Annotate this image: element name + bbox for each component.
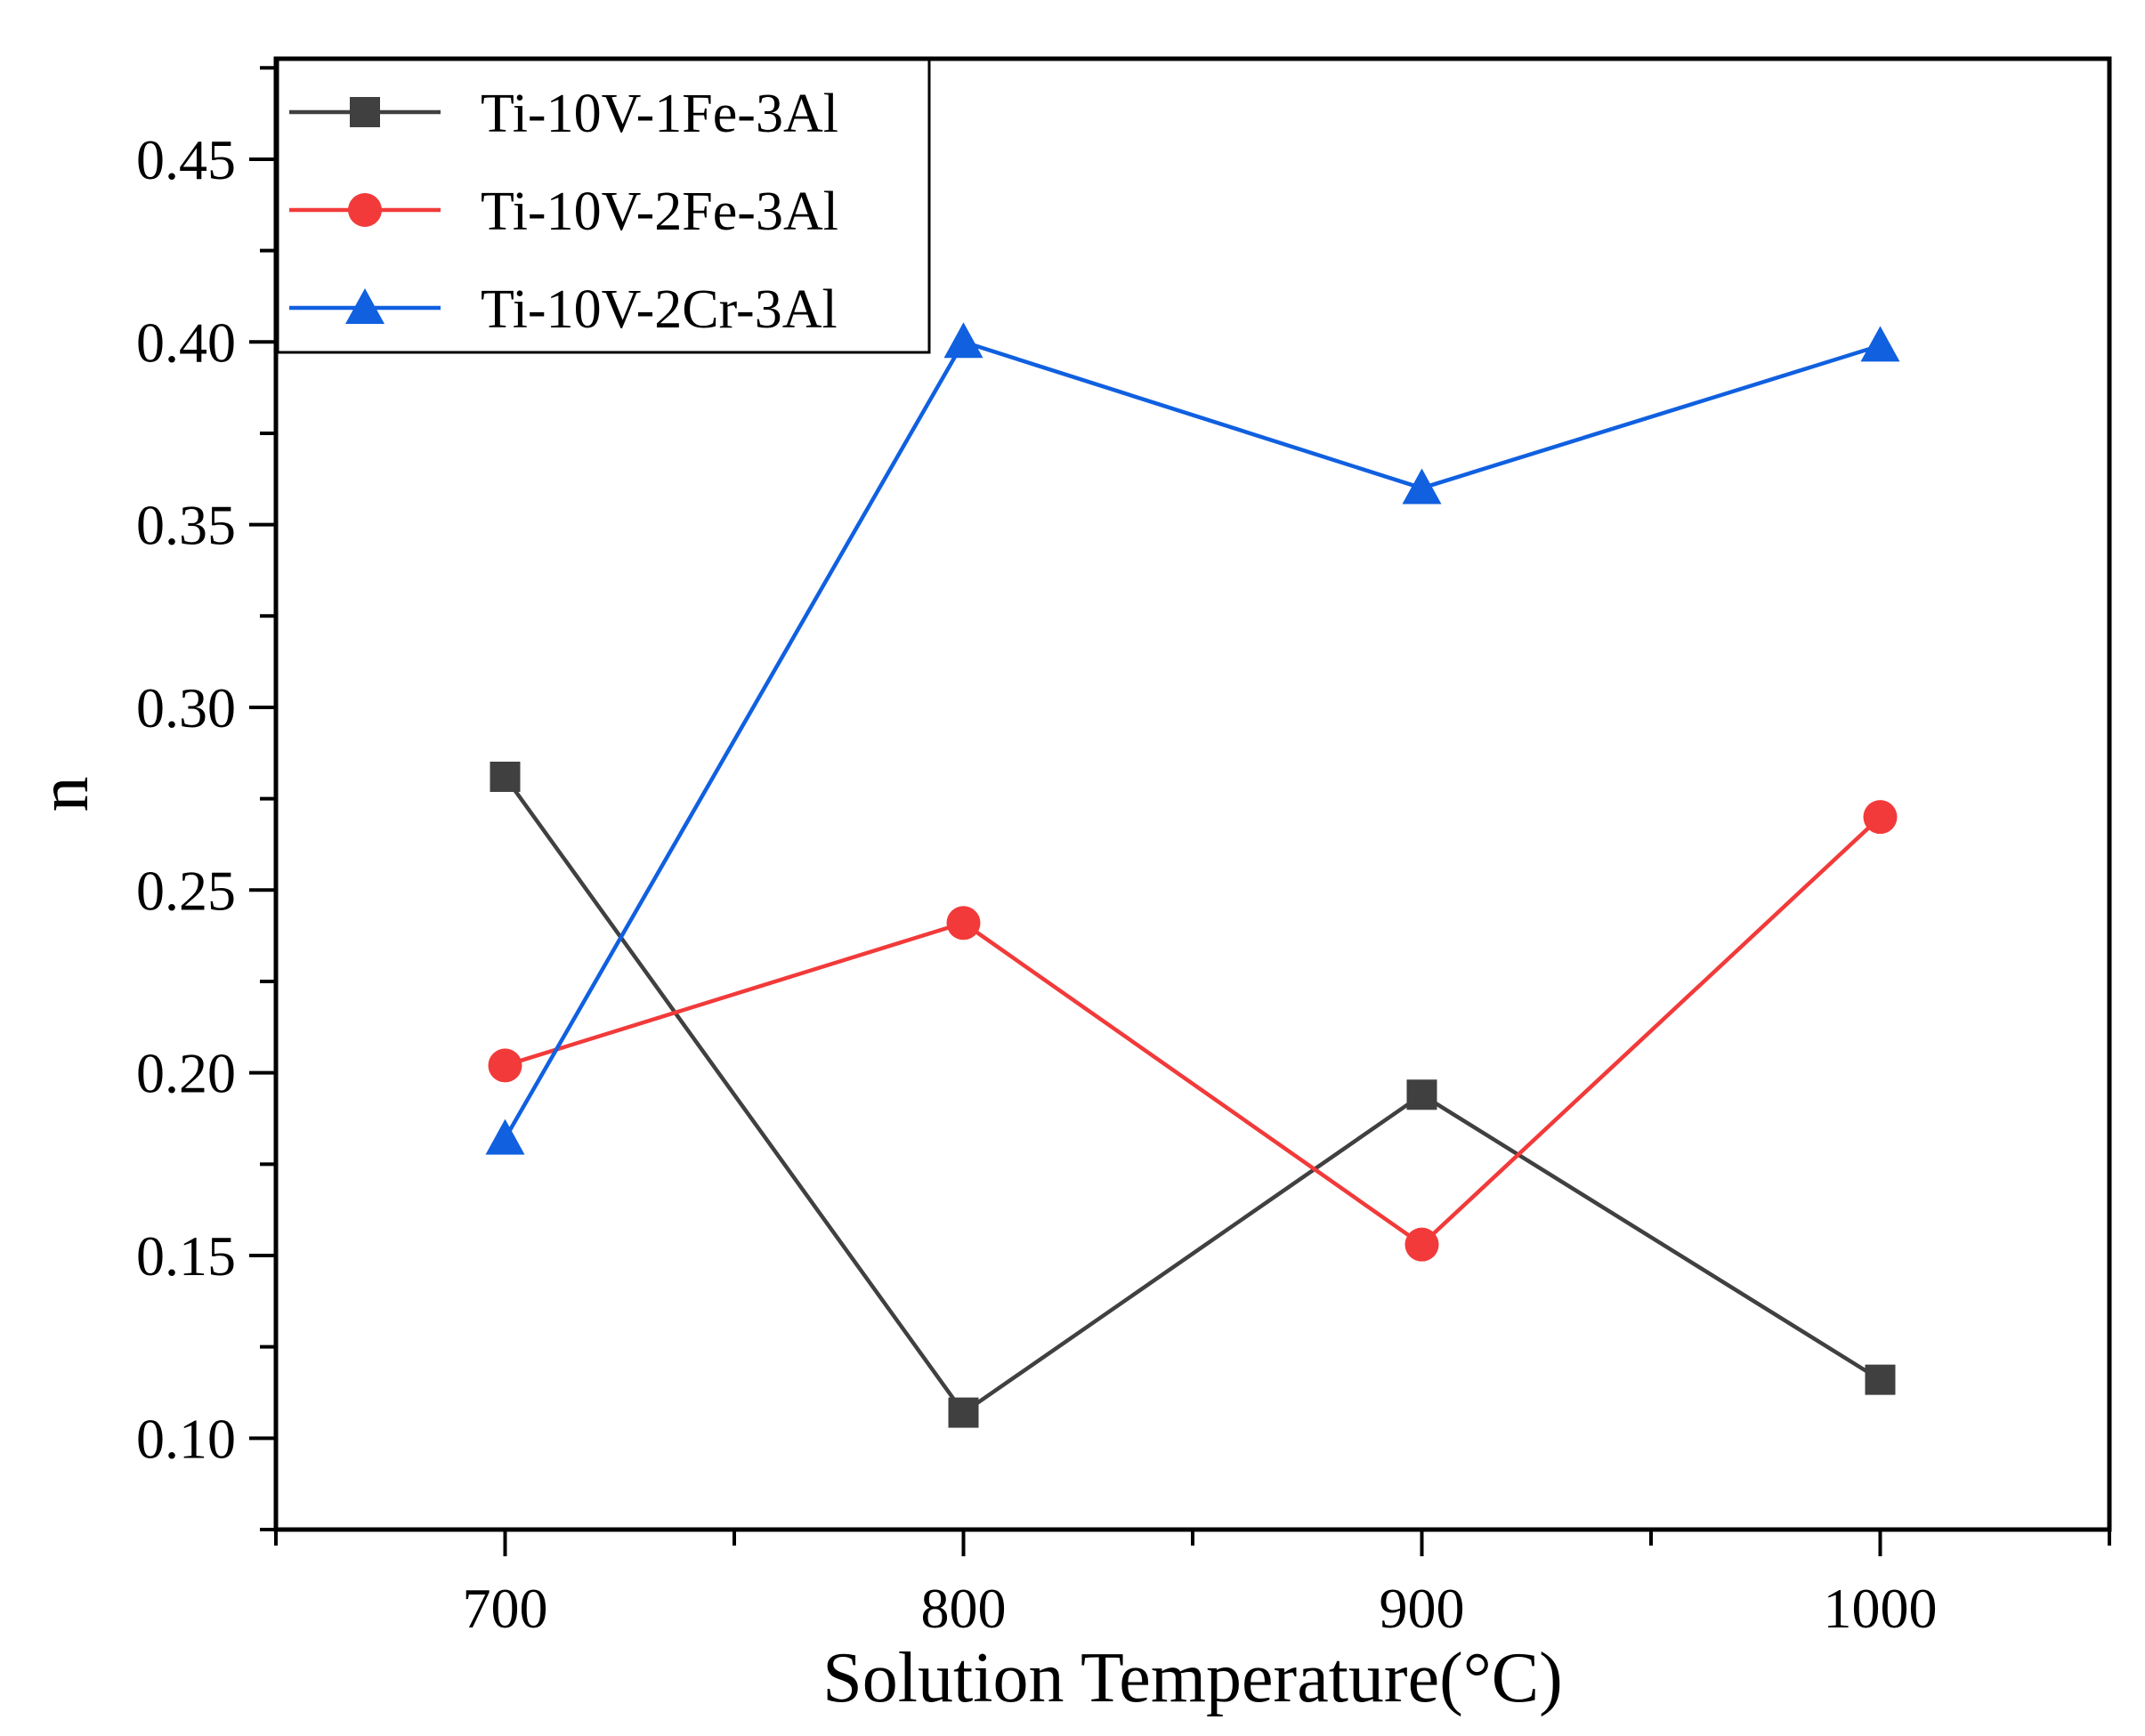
y-axis-title: n [25, 777, 103, 812]
legend-marker [345, 288, 384, 324]
y-tick-label: 0.25 [136, 859, 236, 922]
series-line [503, 340, 1882, 1140]
x-axis: 700 800 900 1000 [274, 1530, 2111, 1640]
series-1 [490, 761, 1896, 1428]
data-point [1865, 1364, 1896, 1395]
y-tick-label: 0.15 [136, 1224, 236, 1288]
x-tick-label: 800 [921, 1577, 1007, 1640]
legend: Ti-10V-1Fe-3Al Ti-10V-2Fe-3Al Ti-10V-2Cr-3… [276, 57, 931, 354]
data-point [948, 1397, 979, 1428]
x-tick-label: 1000 [1824, 1577, 1938, 1640]
x-tick-label: 700 [463, 1577, 548, 1640]
y-axis: 0.10 0.15 0.20 0.25 0.30 0.35 0.40 0.45 [136, 66, 276, 1531]
series-2 [488, 800, 1898, 1262]
series-group [485, 322, 1900, 1428]
data-point [1860, 326, 1900, 362]
data-point [1404, 1227, 1439, 1262]
legend-item: Ti-10V-2Cr-3Al [289, 279, 838, 340]
y-tick-label: 0.40 [136, 311, 236, 374]
legend-label: Ti-10V-2Fe-3Al [481, 182, 838, 242]
data-point [1406, 1079, 1437, 1110]
data-point [490, 761, 521, 792]
legend-marker [348, 193, 382, 227]
data-point [946, 906, 981, 941]
y-tick-label: 0.10 [136, 1407, 236, 1470]
series-line [504, 815, 1882, 1247]
data-point [488, 1048, 522, 1083]
data-point [1402, 468, 1442, 505]
y-tick-label: 0.45 [136, 128, 236, 191]
legend-item: Ti-10V-1Fe-3Al [289, 84, 838, 144]
legend-item: Ti-10V-2Fe-3Al [289, 182, 838, 242]
series-3 [485, 322, 1900, 1155]
y-tick-label: 0.20 [136, 1042, 236, 1105]
data-point [943, 322, 983, 359]
data-point [485, 1118, 525, 1155]
data-point [1863, 800, 1898, 835]
y-tick-label: 0.30 [136, 676, 236, 739]
legend-box [276, 57, 931, 354]
x-tick-label: 900 [1380, 1577, 1465, 1640]
y-tick-label: 0.35 [136, 494, 236, 557]
legend-label: Ti-10V-2Cr-3Al [481, 279, 838, 340]
legend-label: Ti-10V-1Fe-3Al [481, 84, 838, 144]
x-axis-title: Solution Temperature(°C) [822, 1639, 1562, 1717]
plot-frame [273, 56, 2112, 1532]
legend-marker [350, 97, 380, 127]
series-line [503, 775, 1882, 1415]
